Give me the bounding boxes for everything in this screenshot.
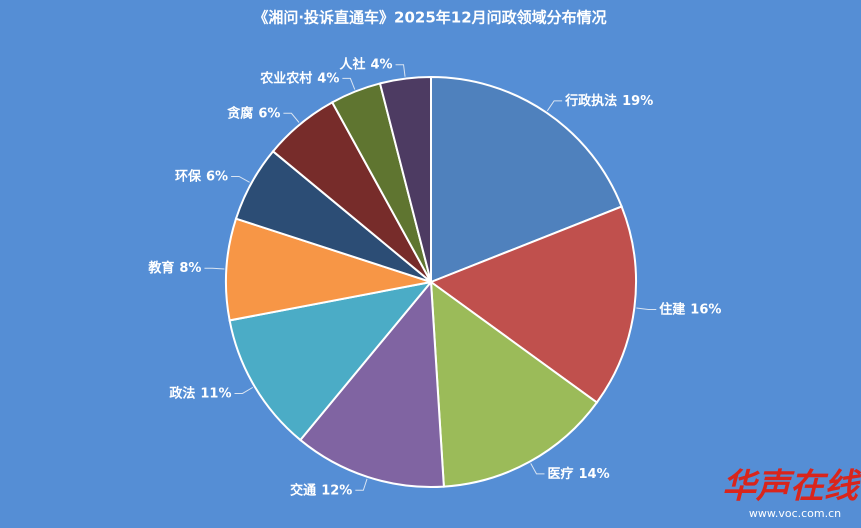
value-label: 4% [370,57,392,72]
pie-slice [298,279,445,488]
category-label: 教育 [147,260,174,276]
data-label: 政法 11% [169,385,231,401]
category-label: 住建 [659,301,685,317]
value-label: 6% [258,106,280,121]
chart-title: 《湘问·投诉直通车》2025年12月问政领域分布情况 [253,9,606,27]
category-label: 医疗 [548,465,574,481]
leader-line [636,307,657,310]
leader-line [546,100,563,112]
pie-slice [428,205,637,404]
leader-line [231,175,250,183]
leader-line [530,463,545,475]
pie-slice [378,75,432,283]
data-label: 行政执法 19% [564,92,653,108]
leader-line [204,267,225,270]
category-label: 人社 [339,56,365,72]
watermark-url: www.voc.com.cn [749,507,841,520]
data-label: 环保 6% [175,168,228,184]
pie-slice [225,217,432,322]
category-label: 贪腐 [226,105,253,121]
value-label: 19% [622,93,653,108]
value-label: 11% [200,386,231,401]
leader-line [395,64,406,77]
data-label: 教育 8% [147,260,201,276]
value-label: 14% [579,466,610,481]
pie-slice [228,280,434,442]
pie-slice [430,75,623,284]
leader-line [234,386,254,394]
data-label: 人社 4% [339,56,392,72]
value-label: 6% [206,169,228,184]
leader-line [283,112,300,123]
value-label: 8% [179,261,201,276]
data-label: 住建 16% [659,301,721,317]
watermark-logo: 华声在线 [722,467,861,507]
value-label: 4% [317,71,339,86]
category-label: 农业农村 [259,70,312,86]
data-label: 贪腐 6% [226,105,280,121]
category-label: 交通 [290,482,316,498]
data-label: 医疗 14% [548,465,610,481]
category-label: 行政执法 [564,92,617,108]
pie-slice [429,279,599,488]
category-label: 政法 [169,385,195,401]
data-label: 交通 12% [290,482,352,498]
value-label: 16% [690,302,721,317]
category-label: 环保 [175,168,202,184]
leader-line [342,77,356,90]
leader-line [355,478,368,491]
data-label: 农业农村 4% [259,70,339,86]
value-label: 12% [321,483,352,498]
